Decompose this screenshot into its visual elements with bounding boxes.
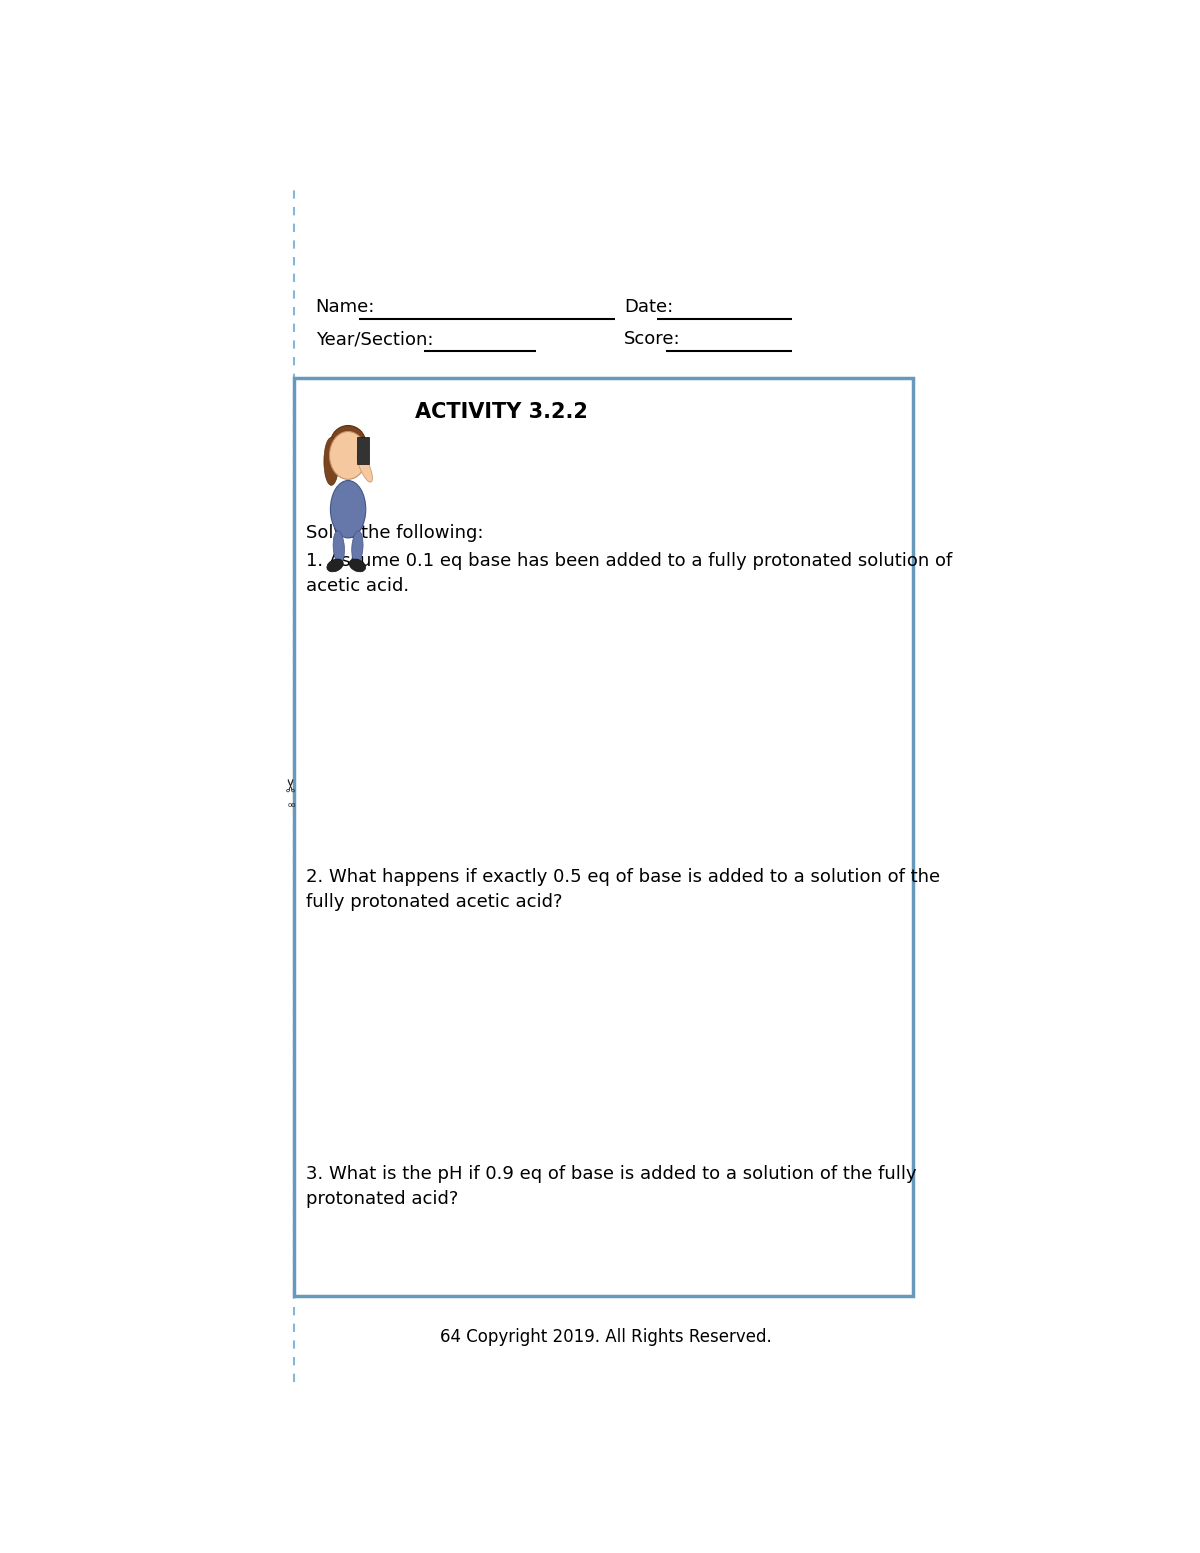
Text: 64 Copyright 2019. All Rights Reserved.: 64 Copyright 2019. All Rights Reserved.: [440, 1328, 772, 1346]
Bar: [358, 438, 368, 464]
Text: 1. Assume 0.1 eq base has been added to a fully protonated solution of
acetic ac: 1. Assume 0.1 eq base has been added to …: [306, 553, 953, 595]
Text: ACTIVITY 3.2.2: ACTIVITY 3.2.2: [415, 402, 588, 421]
Ellipse shape: [330, 480, 366, 537]
FancyBboxPatch shape: [294, 377, 912, 1297]
Ellipse shape: [324, 438, 338, 485]
Text: Date:: Date:: [624, 298, 673, 315]
Ellipse shape: [326, 559, 343, 572]
Text: 2. What happens if exactly 0.5 eq of base is added to a solution of the
fully pr: 2. What happens if exactly 0.5 eq of bas…: [306, 868, 941, 912]
Text: Name:: Name:: [316, 298, 374, 315]
Text: Score:: Score:: [624, 331, 680, 348]
Ellipse shape: [352, 531, 364, 564]
Circle shape: [330, 432, 367, 480]
Ellipse shape: [349, 559, 366, 572]
Text: Solve the following:: Solve the following:: [306, 523, 484, 542]
Text: Year/Section:: Year/Section:: [316, 331, 433, 348]
Text: ✂: ✂: [283, 776, 301, 792]
Ellipse shape: [358, 452, 372, 481]
Text: 3. What is the pH if 0.9 eq of base is added to a solution of the fully
protonat: 3. What is the pH if 0.9 eq of base is a…: [306, 1165, 917, 1208]
Text: oo: oo: [288, 801, 296, 808]
Ellipse shape: [330, 426, 366, 461]
Ellipse shape: [334, 531, 344, 564]
